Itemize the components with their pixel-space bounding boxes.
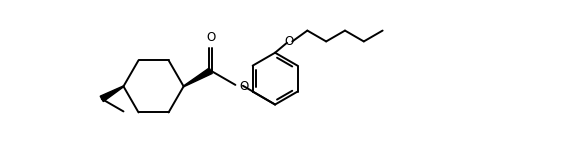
Text: O: O [284,35,293,48]
Polygon shape [100,86,124,102]
Polygon shape [183,68,212,87]
Text: O: O [239,80,248,93]
Text: O: O [206,31,215,44]
